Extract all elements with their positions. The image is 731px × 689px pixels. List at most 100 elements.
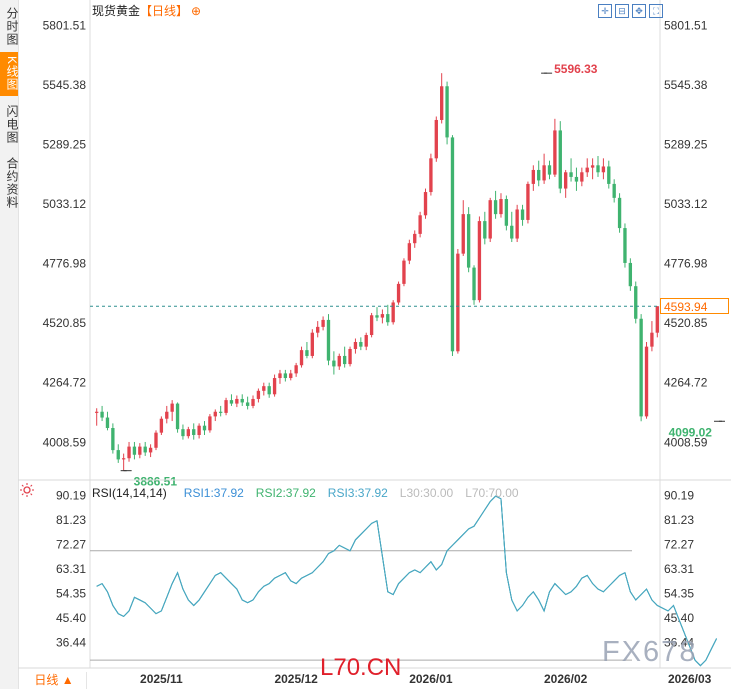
candle-body [499,199,503,215]
main-y-axis-left: 5801.51 5545.38 5289.25 5033.12 4776.98 4520.… [43,18,87,449]
x-tick-label: 2025/11 [140,672,183,686]
candle-body [321,319,325,327]
tab-kline[interactable]: K线图 [0,52,19,96]
candle-body [515,209,519,239]
candle-body [111,428,115,451]
candle-body [213,411,217,417]
candle-body [192,429,196,435]
rsi-legend-item: RSI1:37.92 [184,486,244,500]
candle-body [574,176,579,182]
candle-body [170,403,174,412]
candle-body [326,319,331,361]
y-tick-label: 4520.85 [664,316,708,330]
y-tick-label: 4008.59 [664,435,708,449]
period-label: 【日线】 [140,4,189,18]
candle-body [116,450,120,460]
x-tick-label: 2026/03 [668,672,712,686]
rsi-legend-item: L30:30.00 [400,486,454,500]
tab-flash-chart[interactable]: 闪电图 [5,104,19,144]
candle-body [488,200,492,239]
y-tick-label: 4776.98 [43,257,87,271]
rsi-y-tick-label: 81.23 [664,513,694,527]
candle-body [612,183,616,198]
rsi-y-tick-label: 90.19 [664,489,694,503]
watermark-right: FX678 [602,636,698,668]
y-tick-label: 5545.38 [664,78,708,92]
candlesticks [95,73,659,471]
candle-body [547,165,552,175]
tab-contract-info[interactable]: 合约资料 [5,157,19,209]
candle-body [434,119,438,159]
rsi-y-tick-label: 72.27 [664,538,694,552]
candle-body [369,315,374,336]
main-gridlines [89,0,661,668]
candle-body [634,286,638,319]
candle-body [240,398,244,403]
candle-body [483,221,487,239]
candle-body [461,214,465,254]
candle-body [623,228,627,263]
candle-body [154,432,158,448]
candle-body [531,169,535,184]
y-tick-label: 4520.85 [43,316,87,330]
candle-body [542,165,546,181]
annotation-label: 4099.02 [669,425,713,439]
candle-body [272,378,277,395]
rsi-y-axis-left: 90.19 81.23 72.27 63.31 54.35 45.40 36.44 [56,489,86,650]
candle-body [245,402,250,406]
y-tick-label: 5801.51 [664,18,708,32]
candle-body [143,446,147,453]
y-tick-label: 4264.72 [664,376,708,390]
move-icon[interactable]: ✥ [632,4,646,18]
zoom-in-icon[interactable]: ✛ [598,4,612,18]
candle-body [504,199,509,226]
rsi-y-tick-label: 36.44 [56,636,86,650]
candle-body [165,411,169,419]
candle-body [596,165,600,173]
period-selector-button[interactable]: 日线 ▲ [22,672,87,689]
annotation-label: 5596.33 [554,62,598,76]
candle-body [235,398,239,404]
candle-body [386,314,390,323]
candle-body [418,215,422,234]
rsi-legend: RSI(14,14,14) RSI1:37.92 RSI2:37.92 RSI3:37… [92,486,519,500]
gear-icon[interactable]: ⊕ [191,4,202,18]
rsi-legend-item: RSI(14,14,14) [92,486,167,500]
candle-body [553,130,557,175]
candle-body [650,332,654,347]
candle-body [493,200,498,215]
candle-body [121,458,126,460]
main-y-axis-right: 5801.51 5545.38 5289.25 5033.12 4776.98 4520.… [664,18,708,449]
candle-body [607,166,611,184]
candle-body [655,306,659,333]
candle-body [181,429,185,437]
zoom-out-icon[interactable]: ⊟ [615,4,629,18]
candle-body [558,130,562,189]
instrument-name: 现货黄金 [92,4,141,18]
rsi-y-tick-label: 72.27 [56,538,86,552]
rsi-y-tick-label: 63.31 [664,562,694,576]
rsi-y-tick-label: 45.40 [56,611,86,625]
candle-body [396,283,401,303]
candle-body [391,302,395,323]
rsi-lines [96,495,718,667]
candle-body [256,390,261,399]
y-tick-label: 4776.98 [664,257,708,271]
candle-body [294,365,298,374]
rsi-settings-icon[interactable] [20,483,34,497]
candle-body [138,446,142,455]
rsi-y-tick-label: 81.23 [56,513,86,527]
candle-body [197,425,201,435]
chart-title: 现货黄金【日线】 ⊕ [92,2,201,19]
candle-body [526,183,530,220]
rsi-legend-item: L70:70.00 [465,486,519,500]
candle-body [423,192,428,216]
candle-body [186,429,191,437]
candle-body [644,346,649,417]
candle-body [450,137,455,352]
tab-timeshare[interactable]: 分时图 [5,6,19,46]
x-tick-label: 2026/02 [544,672,588,686]
rsi-y-tick-label: 90.19 [56,489,86,503]
fullscreen-icon[interactable]: ⛶ [649,4,663,18]
